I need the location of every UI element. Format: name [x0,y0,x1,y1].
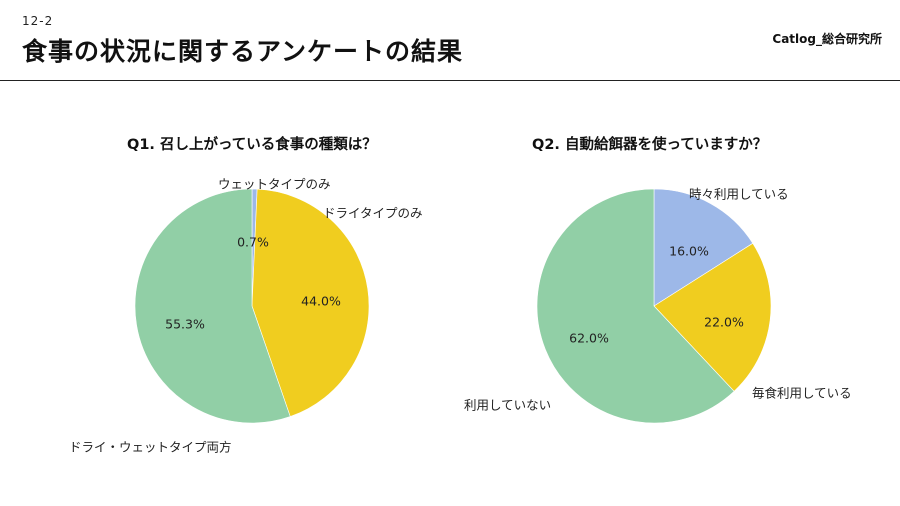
pie-slice-q2-1 [653,188,754,307]
slice-label-q1-3: ドライ・ウェットタイプ両方 [69,440,232,455]
brand-logo-text: Catlog_総合研究所 [772,32,882,46]
page-title: 食事の状況に関するアンケートの結果 [22,37,464,66]
slice-label-q2-1: 時々利用している [689,187,789,202]
pct-label-q1-1: 0.7% [237,235,269,250]
pie-slice-q2-3 [536,188,735,424]
slice-label-q1-1: ウェットタイプのみ [218,177,331,192]
slide-number: 12-2 [22,14,54,28]
chart-title-q2: Q2. 自動給餌器を使っていますか？ [532,137,768,153]
slide-header: 12-2 食事の状況に関するアンケートの結果 Catlog_総合研究所 [0,0,900,81]
pct-label-q2-3: 62.0% [569,331,609,346]
pct-label-q1-2: 44.0% [301,294,341,309]
pie-slice-q1-2 [251,188,370,417]
pct-label-q2-1: 16.0% [669,244,709,259]
slice-label-q2-2: 毎食利用している [752,386,852,401]
pie-slice-q2-2 [653,242,772,392]
pct-label-q2-2: 22.0% [704,315,744,330]
pct-label-q1-3: 55.3% [165,317,205,332]
slice-label-q1-2: ドライタイプのみ [323,206,423,221]
chart-title-q1: Q1. 召し上がっている食事の種類は？ [127,137,377,153]
slice-label-q2-3: 利用していない [464,398,551,413]
pie-slice-q1-3 [134,188,291,424]
